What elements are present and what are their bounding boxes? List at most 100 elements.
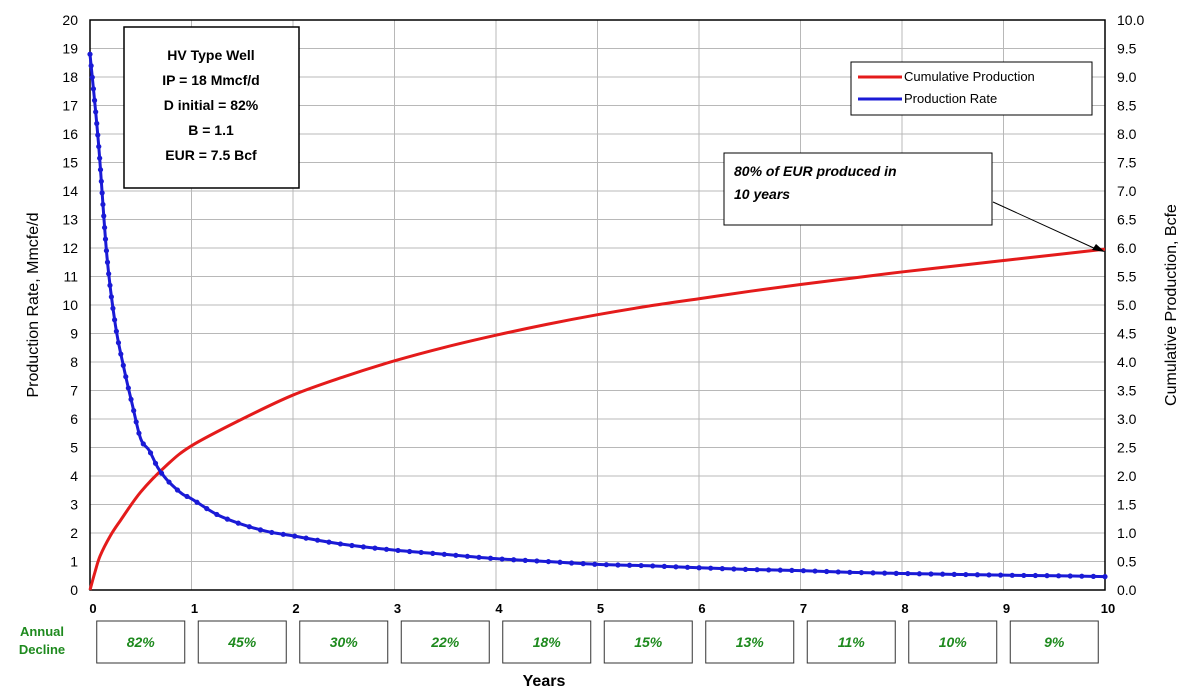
production-rate-point	[303, 535, 309, 541]
decline-value: 45%	[227, 634, 257, 650]
production-rate-point	[88, 63, 94, 69]
info-line-4: B = 1.1	[188, 122, 234, 138]
decline-value: 15%	[634, 634, 663, 650]
production-rate-point	[108, 294, 114, 300]
left-y-tick-label: 20	[62, 12, 78, 28]
production-rate-point	[106, 271, 112, 277]
annual-decline-label-2: Decline	[19, 642, 65, 657]
production-rate-point	[136, 430, 142, 436]
right-y-tick-label: 4.0	[1117, 354, 1137, 370]
decline-box	[96, 620, 186, 664]
production-rate-point	[511, 557, 517, 563]
x-tick-label: 10	[1101, 601, 1115, 616]
production-rate-point	[337, 541, 344, 547]
production-rate-point	[916, 571, 923, 577]
info-box-frame	[123, 26, 300, 189]
left-y-tick-label: 0	[70, 582, 78, 598]
cumulative-production-line	[88, 247, 1106, 591]
production-rate-point	[224, 516, 230, 522]
x-tick-label: 4	[495, 601, 503, 616]
info-line-2: IP = 18 Mmcf/d	[162, 72, 259, 88]
right-y-tick-label: 1.5	[1117, 497, 1137, 513]
production-rate-point	[158, 470, 165, 476]
production-rate-point	[638, 562, 644, 569]
legend-label-cumulative: Cumulative Production	[904, 69, 1035, 84]
production-rate-point	[870, 570, 876, 576]
production-rate-point	[545, 558, 552, 565]
production-rate-point	[522, 557, 528, 563]
production-rate-point	[1102, 574, 1108, 580]
legend-frame	[850, 61, 1093, 116]
info-line-1: HV Type Well	[167, 47, 254, 63]
production-rate-point	[214, 511, 220, 518]
right-y-tick-label: 6.5	[1117, 212, 1137, 228]
decline-box	[705, 620, 795, 664]
left-y-tick-label: 7	[70, 383, 78, 399]
x-ticks: 0 1 2 3 4 5 6 7 8 9 10	[89, 601, 1115, 616]
production-rate-point	[107, 282, 113, 288]
left-y-tick-label: 15	[62, 155, 78, 171]
left-y-tick-label: 10	[62, 297, 78, 313]
right-y-tick-label: 2.0	[1117, 468, 1137, 484]
production-rate-point	[194, 499, 200, 505]
decline-box	[806, 620, 896, 664]
decline-value: 13%	[736, 634, 765, 650]
production-rate-point	[963, 571, 969, 578]
production-rate-point	[998, 572, 1004, 578]
production-rate-point	[118, 351, 124, 357]
production-rate-point	[1090, 573, 1097, 580]
production-rate-point	[905, 570, 911, 577]
production-rate-point	[1021, 572, 1027, 579]
info-box: HV Type Well IP = 18 Mmcf/d D initial = …	[123, 26, 300, 189]
production-rate-point	[951, 571, 957, 577]
production-rate-point	[125, 385, 131, 391]
annotation-arrowhead	[1092, 244, 1105, 252]
production-rate-point	[257, 527, 264, 533]
left-y-tick-label: 19	[62, 41, 78, 57]
production-rate-point	[847, 569, 853, 575]
production-rate-point	[104, 259, 111, 265]
production-rate-point	[986, 572, 992, 578]
series-layer	[87, 51, 1108, 591]
decline-box	[299, 620, 389, 664]
left-y-tick-label: 18	[62, 69, 78, 85]
annotation-arrow	[992, 201, 1097, 250]
production-rate-point	[120, 362, 126, 368]
production-rate-point	[835, 569, 841, 575]
production-rate-point	[166, 479, 172, 485]
production-rate-point	[360, 544, 367, 550]
production-rate-point	[731, 566, 737, 572]
production-rate-point	[123, 374, 129, 380]
production-rate-point	[650, 563, 656, 569]
production-rate-point	[96, 143, 102, 150]
x-axis-label: Years	[523, 673, 566, 690]
production-rate-point	[128, 396, 134, 402]
x-tick-label: 7	[800, 601, 807, 616]
production-rate-point	[615, 562, 621, 568]
legend: Cumulative Production Production Rate	[850, 61, 1093, 116]
production-rate-point	[1056, 573, 1062, 579]
left-y-tick-label: 14	[62, 183, 78, 199]
left-y-axis-label: Production Rate, Mmcfe/d	[25, 213, 42, 398]
left-y-tick-label: 5	[70, 440, 78, 456]
right-y-tick-label: 1.0	[1117, 525, 1137, 541]
right-y-tick-label: 8.0	[1117, 126, 1137, 142]
x-tick-label: 8	[901, 601, 908, 616]
decline-box	[908, 620, 998, 664]
production-rate-point	[93, 109, 99, 115]
x-tick-label: 9	[1003, 601, 1010, 616]
production-rate-point	[98, 178, 104, 184]
production-rate-point	[184, 493, 190, 500]
left-y-tick-label: 11	[63, 269, 78, 285]
production-rate-point	[476, 554, 482, 560]
right-y-tick-label: 3.5	[1117, 383, 1137, 399]
production-rate-point	[95, 132, 101, 138]
production-rate-point	[101, 224, 108, 231]
right-y-tick-label: 7.5	[1117, 155, 1137, 171]
production-rate-point	[110, 305, 116, 311]
right-y-tick-label: 8.5	[1117, 98, 1137, 114]
right-y-tick-label: 0.5	[1117, 554, 1137, 570]
decline-box	[1009, 620, 1099, 664]
production-rate-point	[441, 551, 447, 557]
